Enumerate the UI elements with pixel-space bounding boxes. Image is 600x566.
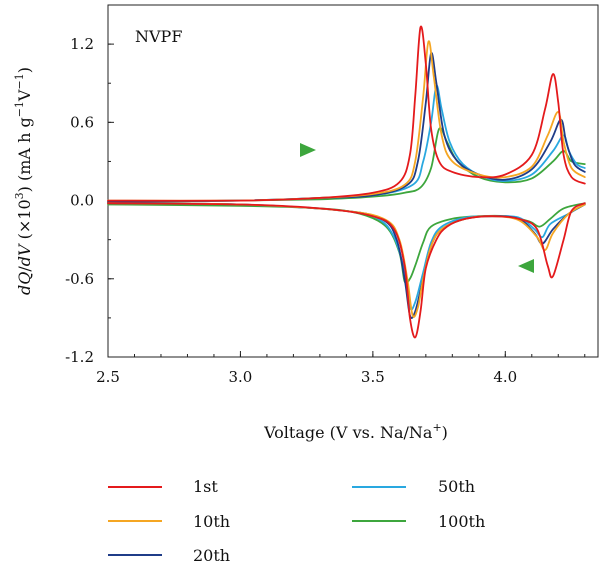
legend-entry-1st: 1st — [108, 477, 218, 496]
series-50th-charge — [107, 84, 586, 203]
y-tick-label: -1.2 — [65, 348, 94, 366]
legend-entry-50th: 50th — [352, 477, 475, 496]
x-tick-label: 3.5 — [361, 368, 385, 386]
series-10th-charge — [107, 40, 586, 202]
axis-ticks: 2.5 3.0 3.5 4.0 1.2 0.6 0.0 -0.6 -1.2 — [65, 4, 586, 386]
y-tick-label: 0.6 — [70, 113, 94, 131]
y-axis-label: dQ/dV (×103) (mA h g−1V−1) — [13, 67, 34, 295]
legend-entry-10th: 10th — [108, 512, 230, 531]
series-20th-discharge — [107, 202, 586, 319]
y-tick-label: 1.2 — [70, 35, 94, 53]
series-1st-discharge — [107, 202, 586, 339]
series-1st-charge — [107, 25, 586, 202]
series-100th-charge — [107, 127, 586, 203]
svg-text:1st: 1st — [193, 477, 218, 496]
x-tick-label: 4.0 — [493, 368, 517, 386]
series-group — [107, 25, 586, 339]
legend-entry-100th: 100th — [352, 512, 485, 531]
svg-text:50th: 50th — [438, 477, 475, 496]
svg-text:10th: 10th — [193, 512, 230, 531]
annotation-label: NVPF — [135, 27, 182, 46]
x-tick-label: 3.0 — [229, 368, 253, 386]
plot-frame — [107, 4, 599, 358]
discharge-direction-arrow — [518, 259, 590, 273]
y-tick-label: -0.6 — [65, 270, 94, 288]
legend-entry-20th: 20th — [108, 546, 230, 565]
series-10th-discharge — [107, 202, 586, 318]
x-axis-label: Voltage (V vs. Na/Na+) — [263, 421, 448, 442]
x-tick-label: 2.5 — [96, 368, 120, 386]
svg-text:100th: 100th — [438, 512, 485, 531]
legend: 1st 10th 20th 50th 100th — [108, 477, 485, 565]
series-100th-discharge — [107, 202, 586, 285]
y-tick-label: 0.0 — [70, 192, 94, 210]
svg-text:20th: 20th — [193, 546, 230, 565]
charge-direction-arrow — [244, 143, 316, 157]
